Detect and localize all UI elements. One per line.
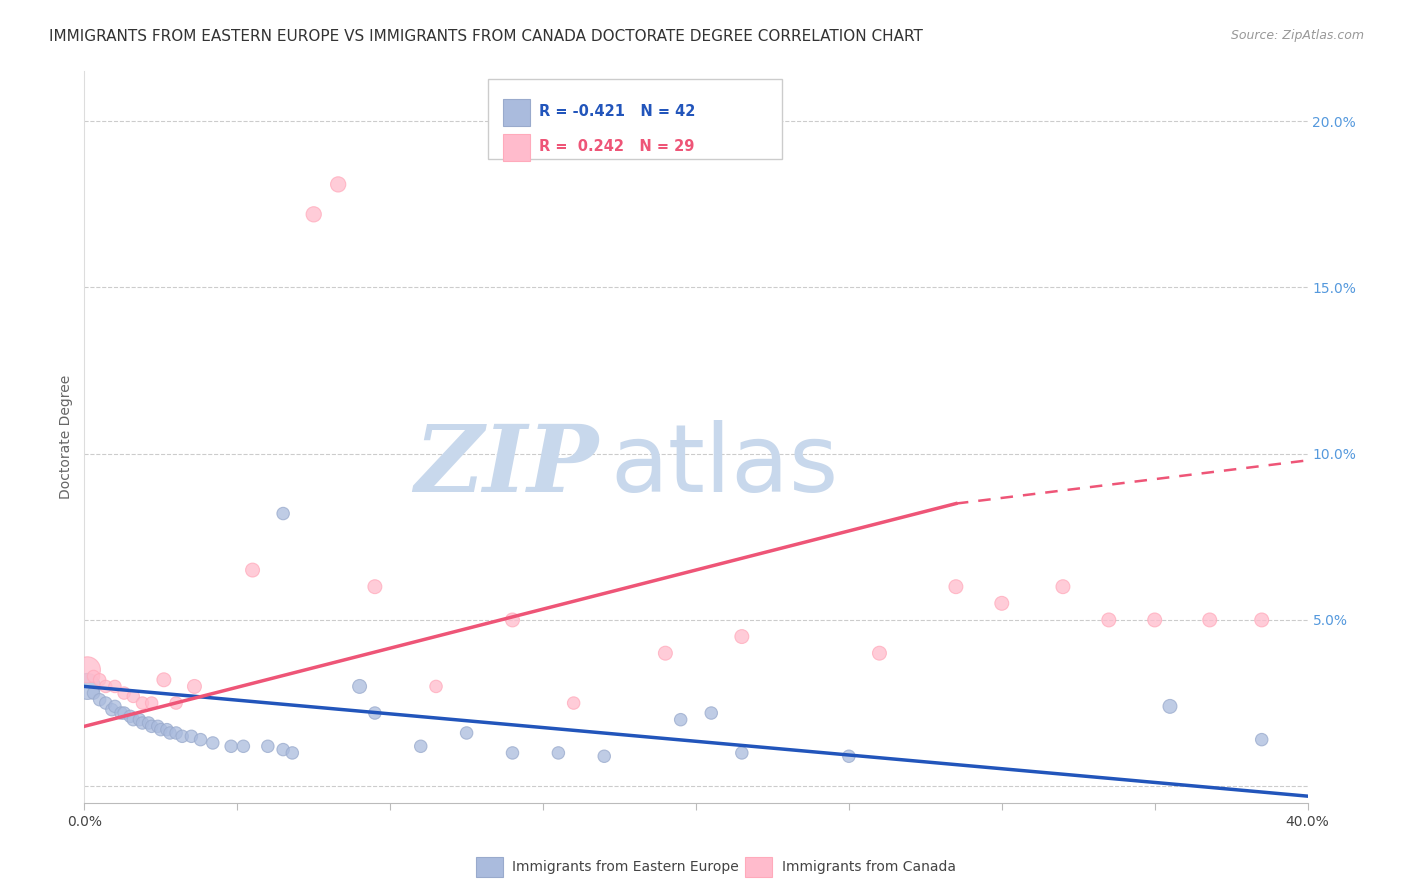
Point [190,732,212,747]
FancyBboxPatch shape [503,99,530,127]
Point [159,726,181,740]
Point [1250,613,1272,627]
Point [502,746,524,760]
Point [110,706,132,720]
Point [172,729,194,743]
Point [502,613,524,627]
FancyBboxPatch shape [503,135,530,161]
Point [149,723,172,737]
Point [991,596,1014,610]
Text: Immigrants from Eastern Europe: Immigrants from Eastern Europe [513,860,740,874]
Point [1143,613,1166,627]
Point [257,739,280,754]
Point [364,706,387,720]
Point [128,713,150,727]
Point [232,739,254,754]
FancyBboxPatch shape [475,857,503,878]
Point [1098,613,1121,627]
Point [409,739,432,754]
Point [76,663,98,677]
FancyBboxPatch shape [745,857,772,878]
Y-axis label: Doctorate Degree: Doctorate Degree [59,375,73,500]
Point [731,630,754,644]
Point [153,673,176,687]
Point [328,178,350,192]
Point [183,680,205,694]
Point [131,696,153,710]
Point [562,696,585,710]
Point [1159,699,1181,714]
Point [731,746,754,760]
Text: ZIP: ZIP [413,421,598,511]
Point [165,726,187,740]
Point [89,692,111,706]
Point [146,719,169,733]
Point [76,680,98,694]
Point [141,696,163,710]
Point [302,207,325,221]
Text: atlas: atlas [610,420,838,512]
Text: IMMIGRANTS FROM EASTERN EUROPE VS IMMIGRANTS FROM CANADA DOCTORATE DEGREE CORREL: IMMIGRANTS FROM EASTERN EUROPE VS IMMIGR… [49,29,924,44]
Point [1198,613,1220,627]
Point [104,680,127,694]
Point [122,713,145,727]
Point [281,746,304,760]
Point [654,646,676,660]
Point [1250,732,1272,747]
Point [838,749,860,764]
Point [83,686,105,700]
Point [141,719,163,733]
Point [364,580,387,594]
Point [104,699,127,714]
Point [271,507,294,521]
Point [83,669,105,683]
Point [138,716,160,731]
Point [242,563,264,577]
Point [547,746,569,760]
Point [219,739,242,754]
Point [101,703,124,717]
Point [165,696,187,710]
Point [94,696,117,710]
Text: R = -0.421   N = 42: R = -0.421 N = 42 [540,104,696,120]
Point [593,749,616,764]
Point [89,673,111,687]
Point [112,686,135,700]
Point [669,713,692,727]
Point [180,729,202,743]
Point [201,736,224,750]
Point [94,680,117,694]
Point [131,716,153,731]
Point [700,706,723,720]
Point [349,680,371,694]
Text: R =  0.242   N = 29: R = 0.242 N = 29 [540,139,695,154]
Text: Immigrants from Canada: Immigrants from Canada [782,860,956,874]
Point [156,723,179,737]
Text: Source: ZipAtlas.com: Source: ZipAtlas.com [1230,29,1364,42]
Point [122,690,145,704]
Point [456,726,478,740]
Point [869,646,891,660]
Point [112,706,135,720]
Point [271,742,294,756]
Point [945,580,967,594]
Point [120,709,142,723]
FancyBboxPatch shape [488,78,782,159]
Point [1052,580,1074,594]
Point [425,680,447,694]
